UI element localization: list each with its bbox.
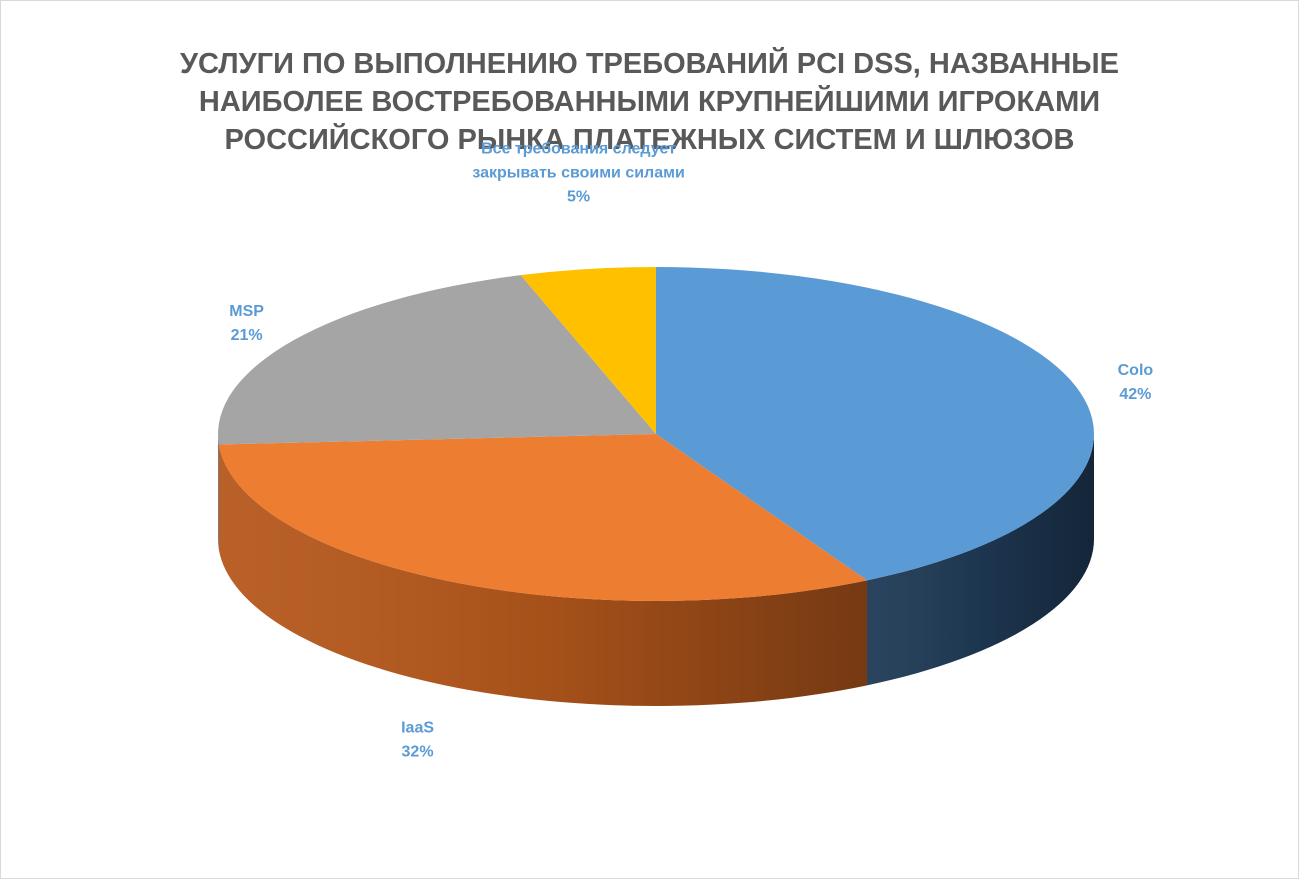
chart-title: УСЛУГИ ПО ВЫПОЛНЕНИЮ ТРЕБОВАНИЙ PCI DSS,… bbox=[179, 48, 1120, 156]
slice-percent: 42% bbox=[1119, 386, 1151, 403]
pie-slice-side-shade bbox=[218, 434, 219, 550]
slice-name: Все требования следует bbox=[481, 141, 676, 158]
slice-name: Colo bbox=[1118, 362, 1154, 379]
pie-slice bbox=[218, 434, 868, 601]
pie-slice bbox=[520, 267, 656, 434]
slice-name: закрывать своими силами bbox=[472, 165, 684, 182]
slice-name: IaaS bbox=[401, 719, 434, 736]
slice-label: Все требования следует закрывать своими с… bbox=[472, 141, 684, 206]
slice-label: IaaS 32% bbox=[401, 719, 434, 760]
pie-slice-side-shade bbox=[867, 434, 1094, 686]
slice-percent: 21% bbox=[231, 327, 263, 344]
slice-label: Colo 42% bbox=[1118, 362, 1154, 403]
slice-percent: 5% bbox=[567, 189, 590, 206]
pie-slice bbox=[217, 275, 656, 445]
slice-name: MSP bbox=[229, 303, 264, 320]
slice-percent: 32% bbox=[402, 743, 434, 760]
pie-slice bbox=[656, 267, 1094, 581]
pie-slice-side-shade bbox=[218, 444, 868, 706]
slice-label: MSP 21% bbox=[229, 303, 264, 344]
